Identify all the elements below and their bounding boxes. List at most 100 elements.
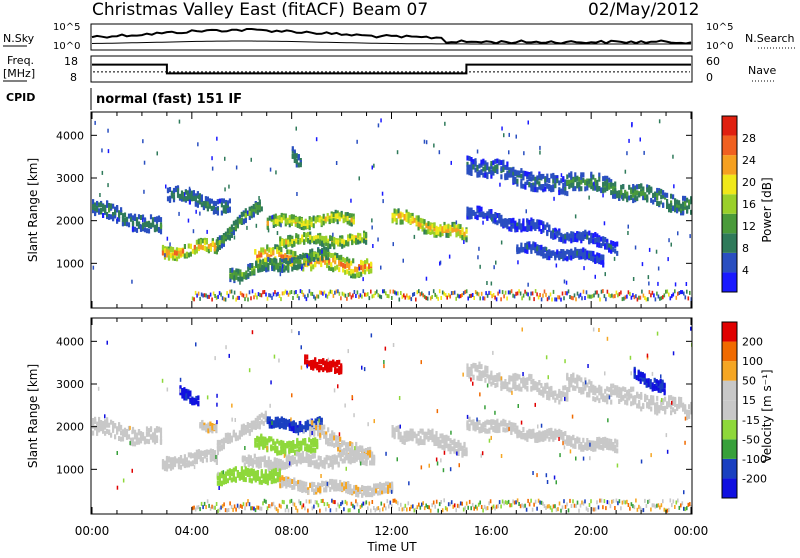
speck-cell	[403, 259, 405, 263]
data-cell	[572, 251, 574, 256]
data-cell	[459, 230, 461, 235]
data-cell	[578, 182, 580, 187]
data-cell	[423, 219, 425, 224]
data-cell	[344, 264, 346, 269]
data-cell	[466, 207, 468, 212]
data-cell	[215, 207, 217, 212]
data-cell	[278, 441, 280, 446]
data-cell	[355, 485, 357, 490]
data-cell	[219, 245, 221, 250]
data-cell	[636, 190, 638, 195]
noise-cell	[568, 289, 570, 293]
data-cell	[259, 424, 261, 429]
data-cell	[620, 185, 622, 190]
noise-cell	[658, 295, 660, 299]
data-cell	[494, 377, 496, 382]
noise-cell	[375, 291, 377, 295]
data-cell	[566, 180, 568, 185]
data-cell	[126, 221, 128, 226]
data-cell	[590, 181, 592, 186]
data-cell	[323, 250, 325, 255]
data-cell	[233, 276, 235, 281]
noise-cell	[319, 290, 321, 294]
data-cell	[288, 250, 290, 255]
data-cell	[146, 426, 148, 431]
data-cell	[170, 457, 172, 462]
data-cell	[357, 446, 359, 451]
speck-cell	[673, 184, 675, 188]
data-cell	[122, 429, 124, 434]
data-cell	[361, 485, 363, 490]
noise-cell	[604, 294, 606, 298]
data-cell	[457, 224, 459, 229]
data-cell	[317, 239, 319, 244]
data-cell	[550, 386, 552, 391]
data-cell	[492, 219, 494, 224]
data-cell	[632, 400, 634, 405]
data-cell	[214, 243, 216, 248]
data-cell	[381, 486, 383, 491]
data-cell	[249, 271, 251, 276]
data-cell	[540, 383, 542, 388]
data-cell	[362, 458, 364, 463]
data-cell	[186, 463, 188, 468]
data-cell	[138, 214, 140, 219]
noise-cell	[587, 294, 589, 298]
data-cell	[335, 438, 337, 443]
data-cell	[201, 202, 203, 207]
data-cell	[288, 457, 290, 462]
data-cell	[311, 252, 313, 257]
colorbar-tick-label: 16	[742, 198, 756, 211]
data-cell	[167, 196, 169, 201]
data-cell	[281, 475, 283, 480]
noise-cell	[333, 294, 335, 298]
data-cell	[284, 465, 286, 470]
data-cell	[298, 446, 300, 451]
data-cell	[418, 215, 420, 220]
data-cell	[566, 249, 568, 254]
data-cell	[400, 436, 402, 441]
data-cell	[634, 191, 636, 196]
data-cell	[254, 443, 256, 448]
data-cell	[176, 251, 178, 256]
data-cell	[318, 456, 320, 461]
data-cell	[245, 218, 247, 223]
data-cell	[385, 487, 387, 492]
data-cell	[650, 407, 652, 412]
noise-cell	[529, 296, 531, 300]
data-cell	[170, 246, 172, 251]
noise-cell	[611, 294, 613, 298]
data-cell	[465, 229, 467, 234]
data-cell	[656, 188, 658, 193]
data-cell	[346, 263, 348, 268]
data-cell	[134, 435, 136, 440]
noise-cell	[565, 291, 567, 295]
data-cell	[304, 438, 306, 443]
speck-cell	[648, 275, 650, 279]
data-cell	[598, 186, 600, 191]
data-cell	[668, 395, 670, 400]
data-cell	[365, 232, 367, 237]
noise-cell	[271, 296, 273, 300]
data-cell	[588, 393, 590, 398]
data-cell	[680, 204, 682, 209]
noise-cell	[294, 291, 296, 295]
data-cell	[239, 476, 241, 481]
noise-cell	[388, 294, 390, 298]
noise-cell	[637, 298, 639, 302]
data-cell	[451, 228, 453, 233]
speck-cell	[668, 238, 670, 242]
data-cell	[558, 180, 560, 185]
data-cell	[291, 267, 293, 272]
noise-cell	[470, 294, 472, 298]
data-cell	[306, 458, 308, 463]
data-cell	[251, 209, 253, 214]
speck-cell	[251, 158, 253, 162]
data-cell	[92, 431, 94, 436]
data-cell	[223, 235, 225, 240]
noise-cell	[303, 293, 305, 297]
data-cell	[470, 157, 472, 162]
noise-cell	[369, 296, 371, 300]
data-cell	[267, 257, 269, 262]
data-cell	[150, 426, 152, 431]
